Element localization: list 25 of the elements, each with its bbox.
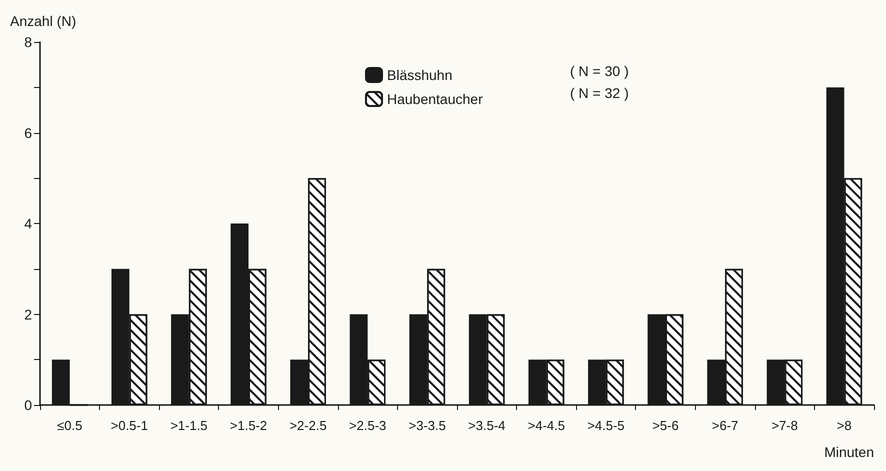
x-tick-label: >2.5-3 xyxy=(349,418,386,433)
y-tick-label: 2 xyxy=(24,306,32,322)
y-tick-label: 4 xyxy=(24,216,32,232)
y-tick-label: 8 xyxy=(24,34,32,50)
x-tick-label: >3-3.5 xyxy=(408,418,446,433)
annotation: ( N = 32 ) xyxy=(570,85,629,101)
x-tick-label: >5-6 xyxy=(652,418,679,433)
x-tick-label: >1.5-2 xyxy=(230,418,268,433)
x-axis-title: Minuten xyxy=(824,444,874,460)
y-tick-label: 0 xyxy=(24,397,32,413)
x-tick-label: >7-8 xyxy=(771,418,798,433)
x-tick-label: >1-1.5 xyxy=(170,418,208,433)
x-tick-label: ≤0.5 xyxy=(57,418,82,433)
legend-label: Blässhuhn xyxy=(387,67,452,83)
y-axis-title: Anzahl (N) xyxy=(10,13,76,29)
x-tick-label: >4.5-5 xyxy=(587,418,625,433)
annotation: ( N = 30 ) xyxy=(570,63,629,79)
x-tick-label: >6-7 xyxy=(712,418,738,433)
x-tick-label: >3.5-4 xyxy=(468,418,506,433)
x-tick-label: >2-2.5 xyxy=(289,418,327,433)
x-tick-label: >0.5-1 xyxy=(110,418,148,433)
x-tick-label: >8 xyxy=(836,418,852,433)
x-tick-label: >4-4.5 xyxy=(528,418,565,433)
y-tick-label: 6 xyxy=(24,124,32,141)
legend-label: Haubentaucher xyxy=(387,91,484,107)
